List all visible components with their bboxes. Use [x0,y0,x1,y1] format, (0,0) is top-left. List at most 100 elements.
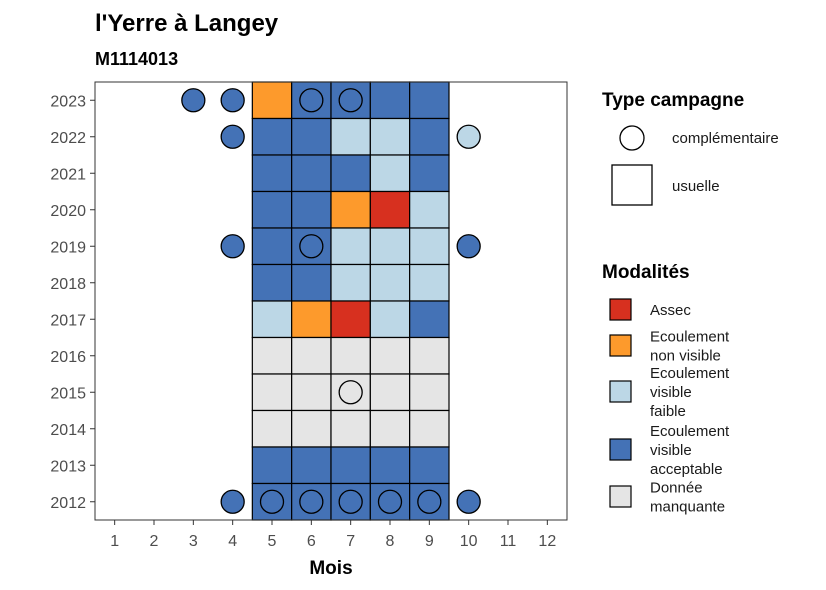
y-tick-label-2013: 2013 [50,458,86,475]
marker-2012-8 [377,489,403,514]
cell-2013-6 [291,446,332,485]
cell-2018-6 [291,263,332,302]
x-tick-label-11: 11 [500,533,517,550]
legend-modalites-title: Modalités [602,262,690,283]
y-tick-label-2016: 2016 [50,349,86,366]
x-tick-label-1: 1 [110,533,119,550]
legend-label-ecoulement_visible_acceptable-2: acceptable [650,461,723,478]
cell-2013-7 [330,446,371,485]
cell-2021-6 [291,154,332,193]
legend-type-label-complementaire: complémentaire [672,130,779,147]
cell-2013-5 [251,446,293,485]
x-tick-label-12: 12 [538,533,556,550]
legend-label-donnee_manquante-1: manquante [650,499,725,516]
x-axis-ticks: 1 2 3 4 5 6 7 8 9 10 11 12 [110,520,556,550]
cell-2022-7 [330,117,371,156]
cell-2014-9 [409,409,450,448]
cell-2019-9 [409,227,450,266]
cell-2016-6 [291,336,332,375]
x-tick-label-7: 7 [346,533,355,550]
legend-label-ecoulement_visible_acceptable-0: Ecoulement [650,423,730,440]
cell-2016-9 [409,336,450,375]
legend-label-ecoulement_non_visible-1: non visible [650,348,721,365]
cell-2020-7 [330,190,371,229]
plot-panel-border [94,81,568,521]
x-axis-title: Mois [309,558,352,579]
marker-2012-10 [456,489,481,514]
y-tick-label-2019: 2019 [50,239,86,256]
cell-2014-8 [369,409,411,448]
cell-2018-5 [251,263,293,302]
cell-2022-5 [251,117,293,156]
cell-2019-5 [251,227,293,266]
cell-2023-9 [409,81,450,120]
cell-2019-7 [330,227,371,266]
legend-label-donnee_manquante-0: Donnée [650,480,703,497]
y-tick-label-2022: 2022 [50,130,86,147]
cell-2022-6 [291,117,332,156]
cell-2018-8 [369,263,411,302]
cell-2015-9 [409,373,450,412]
cell-2023-5 [251,81,293,120]
cell-2016-7 [330,336,371,375]
marker-2012-6 [299,489,324,514]
cell-2017-5 [251,300,293,339]
marker-2019-6 [299,234,324,259]
cell-2021-9 [409,154,450,193]
y-tick-label-2023: 2023 [50,93,86,110]
cell-2021-5 [251,154,293,193]
cell-2014-6 [291,409,332,448]
y-tick-label-2014: 2014 [50,422,86,439]
marker-2023-3 [181,88,206,113]
legend-swatch-donnee_manquante [609,485,632,508]
cell-2015-8 [369,373,411,412]
legend-label-ecoulement_visible_faible-1: visible [650,384,692,401]
marker-2012-9 [417,489,442,514]
legend-label-ecoulement_visible_faible-2: faible [650,403,686,420]
marker-2015-7 [338,380,363,405]
cell-2018-9 [409,263,450,302]
x-tick-label-5: 5 [268,533,277,550]
marker-2012-4 [220,489,245,514]
x-tick-label-9: 9 [425,533,434,550]
cell-2023-8 [369,81,411,120]
x-tick-label-4: 4 [228,533,237,550]
legend-swatch-ecoulement_visible_acceptable [609,438,632,461]
legend-label-ecoulement_non_visible-0: Ecoulement [650,329,730,346]
legend-swatch-ecoulement_visible_faible [609,380,632,403]
legend-circle-symbol [619,125,645,151]
cell-2014-5 [251,409,293,448]
cell-2020-8 [369,190,411,229]
marker-2023-7 [338,88,363,113]
marker-2022-10 [456,124,481,149]
marker-2012-7 [338,489,363,514]
chart-subtitle: M1114013 [95,49,178,69]
cell-2020-6 [291,190,332,229]
cell-2018-7 [330,263,371,302]
legend-type-title: Type campagne [602,90,744,111]
cell-2017-9 [409,300,450,339]
cell-2022-8 [369,117,411,156]
y-tick-label-2021: 2021 [50,166,86,183]
y-tick-label-2020: 2020 [50,203,86,220]
cell-2021-7 [330,154,371,193]
cell-2012-8 [369,482,411,521]
legend-label-ecoulement_visible_faible-0: Ecoulement [650,365,730,382]
legend-square-symbol [611,164,653,206]
cell-2015-6 [291,373,332,412]
marker-2019-4 [220,234,245,259]
y-tick-label-2012: 2012 [50,495,86,512]
legend-swatch-assec [609,298,632,321]
cell-2017-6 [291,300,332,339]
cell-2017-8 [369,300,411,339]
x-tick-label-10: 10 [460,533,478,550]
cell-2016-5 [251,336,293,375]
legend-label-assec-0: Assec [650,302,691,319]
cell-2014-7 [330,409,371,448]
legend-label-ecoulement_visible_acceptable-1: visible [650,442,692,459]
marker-2022-4 [220,124,245,149]
legend-type-label-usuelle: usuelle [672,178,720,195]
usuelle-cells [251,81,450,521]
cell-2013-9 [409,446,450,485]
y-tick-label-2017: 2017 [50,312,86,329]
